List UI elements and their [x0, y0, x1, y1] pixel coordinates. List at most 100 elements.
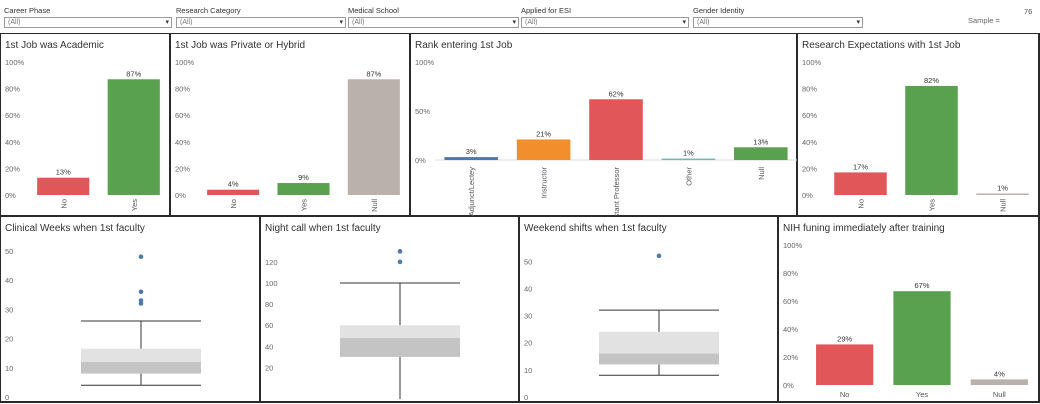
data-label: 1% [997, 184, 1008, 193]
y-tick-label: 40% [802, 138, 817, 147]
data-label: 29% [837, 334, 852, 343]
filter-label: Gender Identity [693, 6, 745, 15]
y-tick-label: 100 [265, 279, 278, 288]
chart-research[interactable]: 0% 20% 40% 60% 80% 100% 17% No 82% Yes 1% Null [798, 34, 1040, 218]
chevron-down-icon[interactable]: ▾ [682, 19, 686, 26]
y-tick-label: 100% [802, 58, 822, 67]
y-tick-label: 40% [783, 325, 798, 334]
data-label: 13% [753, 137, 768, 146]
applied-esi-dropdown[interactable]: (All) ▾ [521, 17, 689, 28]
y-tick-label: 50 [5, 247, 13, 256]
y-tick-label: 100% [175, 58, 195, 67]
category-label: Null [370, 199, 379, 212]
y-tick-label: 60% [802, 111, 817, 120]
category-label: Other [684, 167, 693, 186]
chevron-down-icon[interactable]: ▾ [512, 19, 516, 26]
y-tick-label: 80% [783, 269, 798, 278]
chart-private[interactable]: 0% 20% 40% 60% 80% 100% 4% No 9% Yes 87% Null [171, 34, 412, 218]
chart-panel-academic: 1st Job was Academic 0% 20% 40% 60% 80% 100% 1… [0, 33, 171, 217]
bar [816, 344, 874, 385]
data-label: 1% [683, 149, 694, 158]
category-label: Null [757, 167, 766, 180]
y-tick-label: 40 [265, 342, 273, 351]
y-tick-label: 0% [5, 191, 16, 200]
chart-title: Clinical Weeks when 1st faculty [5, 223, 145, 234]
medical-school-dropdown[interactable]: (All) ▾ [348, 17, 519, 28]
gender-identity-dropdown[interactable]: (All) ▾ [693, 17, 863, 28]
category-label: Yes [928, 199, 937, 211]
y-tick-label: 80% [175, 85, 190, 94]
chart-title: Night call when 1st faculty [265, 223, 381, 234]
chevron-down-icon[interactable]: ▾ [339, 19, 343, 26]
chart-panel-private: 1st Job was Private or Hybrid 0% 20% 40% 60… [170, 33, 411, 217]
chart-panel-research: Research Expectations with 1st Job 0% 20%… [797, 33, 1040, 217]
filter-label: Applied for ESI [521, 6, 572, 15]
chart-academic[interactable]: 0% 20% 40% 60% 80% 100% 13% No 87% Yes [1, 34, 172, 218]
outlier-point [656, 253, 662, 259]
chart-rank[interactable]: 0% 50% 100% 3% Adjunct/Lectey 21% Instructor 62… [411, 34, 799, 218]
filter-research-category: Research Category (All) ▾ [176, 6, 346, 28]
filter-value: (All) [352, 19, 365, 26]
data-label: 87% [366, 69, 381, 78]
bar [834, 172, 887, 195]
y-tick-label: 60% [175, 111, 190, 120]
y-tick-label: 0% [415, 156, 426, 165]
y-tick-label: 80% [802, 85, 817, 94]
y-tick-label: 30 [524, 312, 532, 321]
y-tick-label: 60% [783, 297, 798, 306]
chart-title: Weekend shifts when 1st faculty [524, 223, 667, 234]
filter-value: (All) [525, 19, 538, 26]
y-tick-label: 50 [524, 257, 532, 266]
category-label: No [840, 390, 850, 399]
filter-label: Medical School [348, 6, 399, 15]
chart-weekend[interactable]: 0 10 20 30 40 50 [520, 217, 780, 404]
category-label: No [229, 199, 238, 209]
filter-value: (All) [180, 19, 193, 26]
y-tick-label: 120 [265, 258, 278, 267]
y-tick-label: 0 [5, 393, 9, 402]
data-label: 17% [853, 162, 868, 171]
chart-nightcall[interactable]: 20 40 60 80 100 120 [261, 217, 521, 404]
data-label: 62% [608, 89, 623, 98]
y-tick-label: 0% [802, 191, 813, 200]
data-label: 13% [56, 168, 71, 177]
chart-panel-clinical: Clinical Weeks when 1st faculty 0 10 20 30 4… [0, 216, 261, 403]
outlier-point [138, 289, 144, 295]
chevron-down-icon[interactable]: ▾ [165, 19, 169, 26]
category-label: Yes [130, 199, 139, 211]
career-phase-dropdown[interactable]: (All) ▾ [4, 17, 172, 28]
chart-title: NIH funing immediately after training [783, 223, 945, 234]
filter-medical-school: Medical School (All) ▾ [348, 6, 519, 28]
y-tick-label: 60% [5, 111, 20, 120]
data-label: 4% [994, 369, 1005, 378]
y-tick-label: 0 [524, 393, 528, 402]
filter-value: (All) [697, 19, 710, 26]
chart-title: 1st Job was Private or Hybrid [175, 40, 306, 51]
bar [661, 158, 716, 161]
chart-nih[interactable]: 0% 20% 40% 60% 80% 100% 29% No 67% Yes 4% Null [779, 217, 1040, 404]
research-category-dropdown[interactable]: (All) ▾ [176, 17, 346, 28]
bar [893, 291, 951, 385]
bar [37, 177, 90, 195]
y-tick-label: 0% [783, 381, 794, 390]
box-lower-quartile [340, 337, 460, 357]
chart-clinical[interactable]: 0 10 20 30 40 50 [1, 217, 262, 404]
category-label: Yes [916, 390, 928, 399]
box-upper-quartile [81, 348, 201, 362]
sample-label: Sample = [968, 16, 1000, 25]
y-tick-label: 20% [802, 164, 817, 173]
bar [277, 183, 330, 195]
outlier-point [397, 259, 403, 265]
filter-applied-esi: Applied for ESI (All) ▾ [521, 6, 689, 28]
chevron-down-icon[interactable]: ▾ [856, 19, 860, 26]
data-label: 21% [536, 129, 551, 138]
bar [107, 79, 160, 195]
bar [207, 189, 260, 195]
category-label: No [59, 199, 68, 209]
bar [516, 139, 571, 161]
y-tick-label: 20 [524, 339, 532, 348]
chart-title: 1st Job was Academic [5, 40, 104, 51]
box-upper-quartile [599, 331, 719, 354]
chart-title: Research Expectations with 1st Job [802, 40, 961, 51]
category-label: Yes [300, 199, 309, 211]
